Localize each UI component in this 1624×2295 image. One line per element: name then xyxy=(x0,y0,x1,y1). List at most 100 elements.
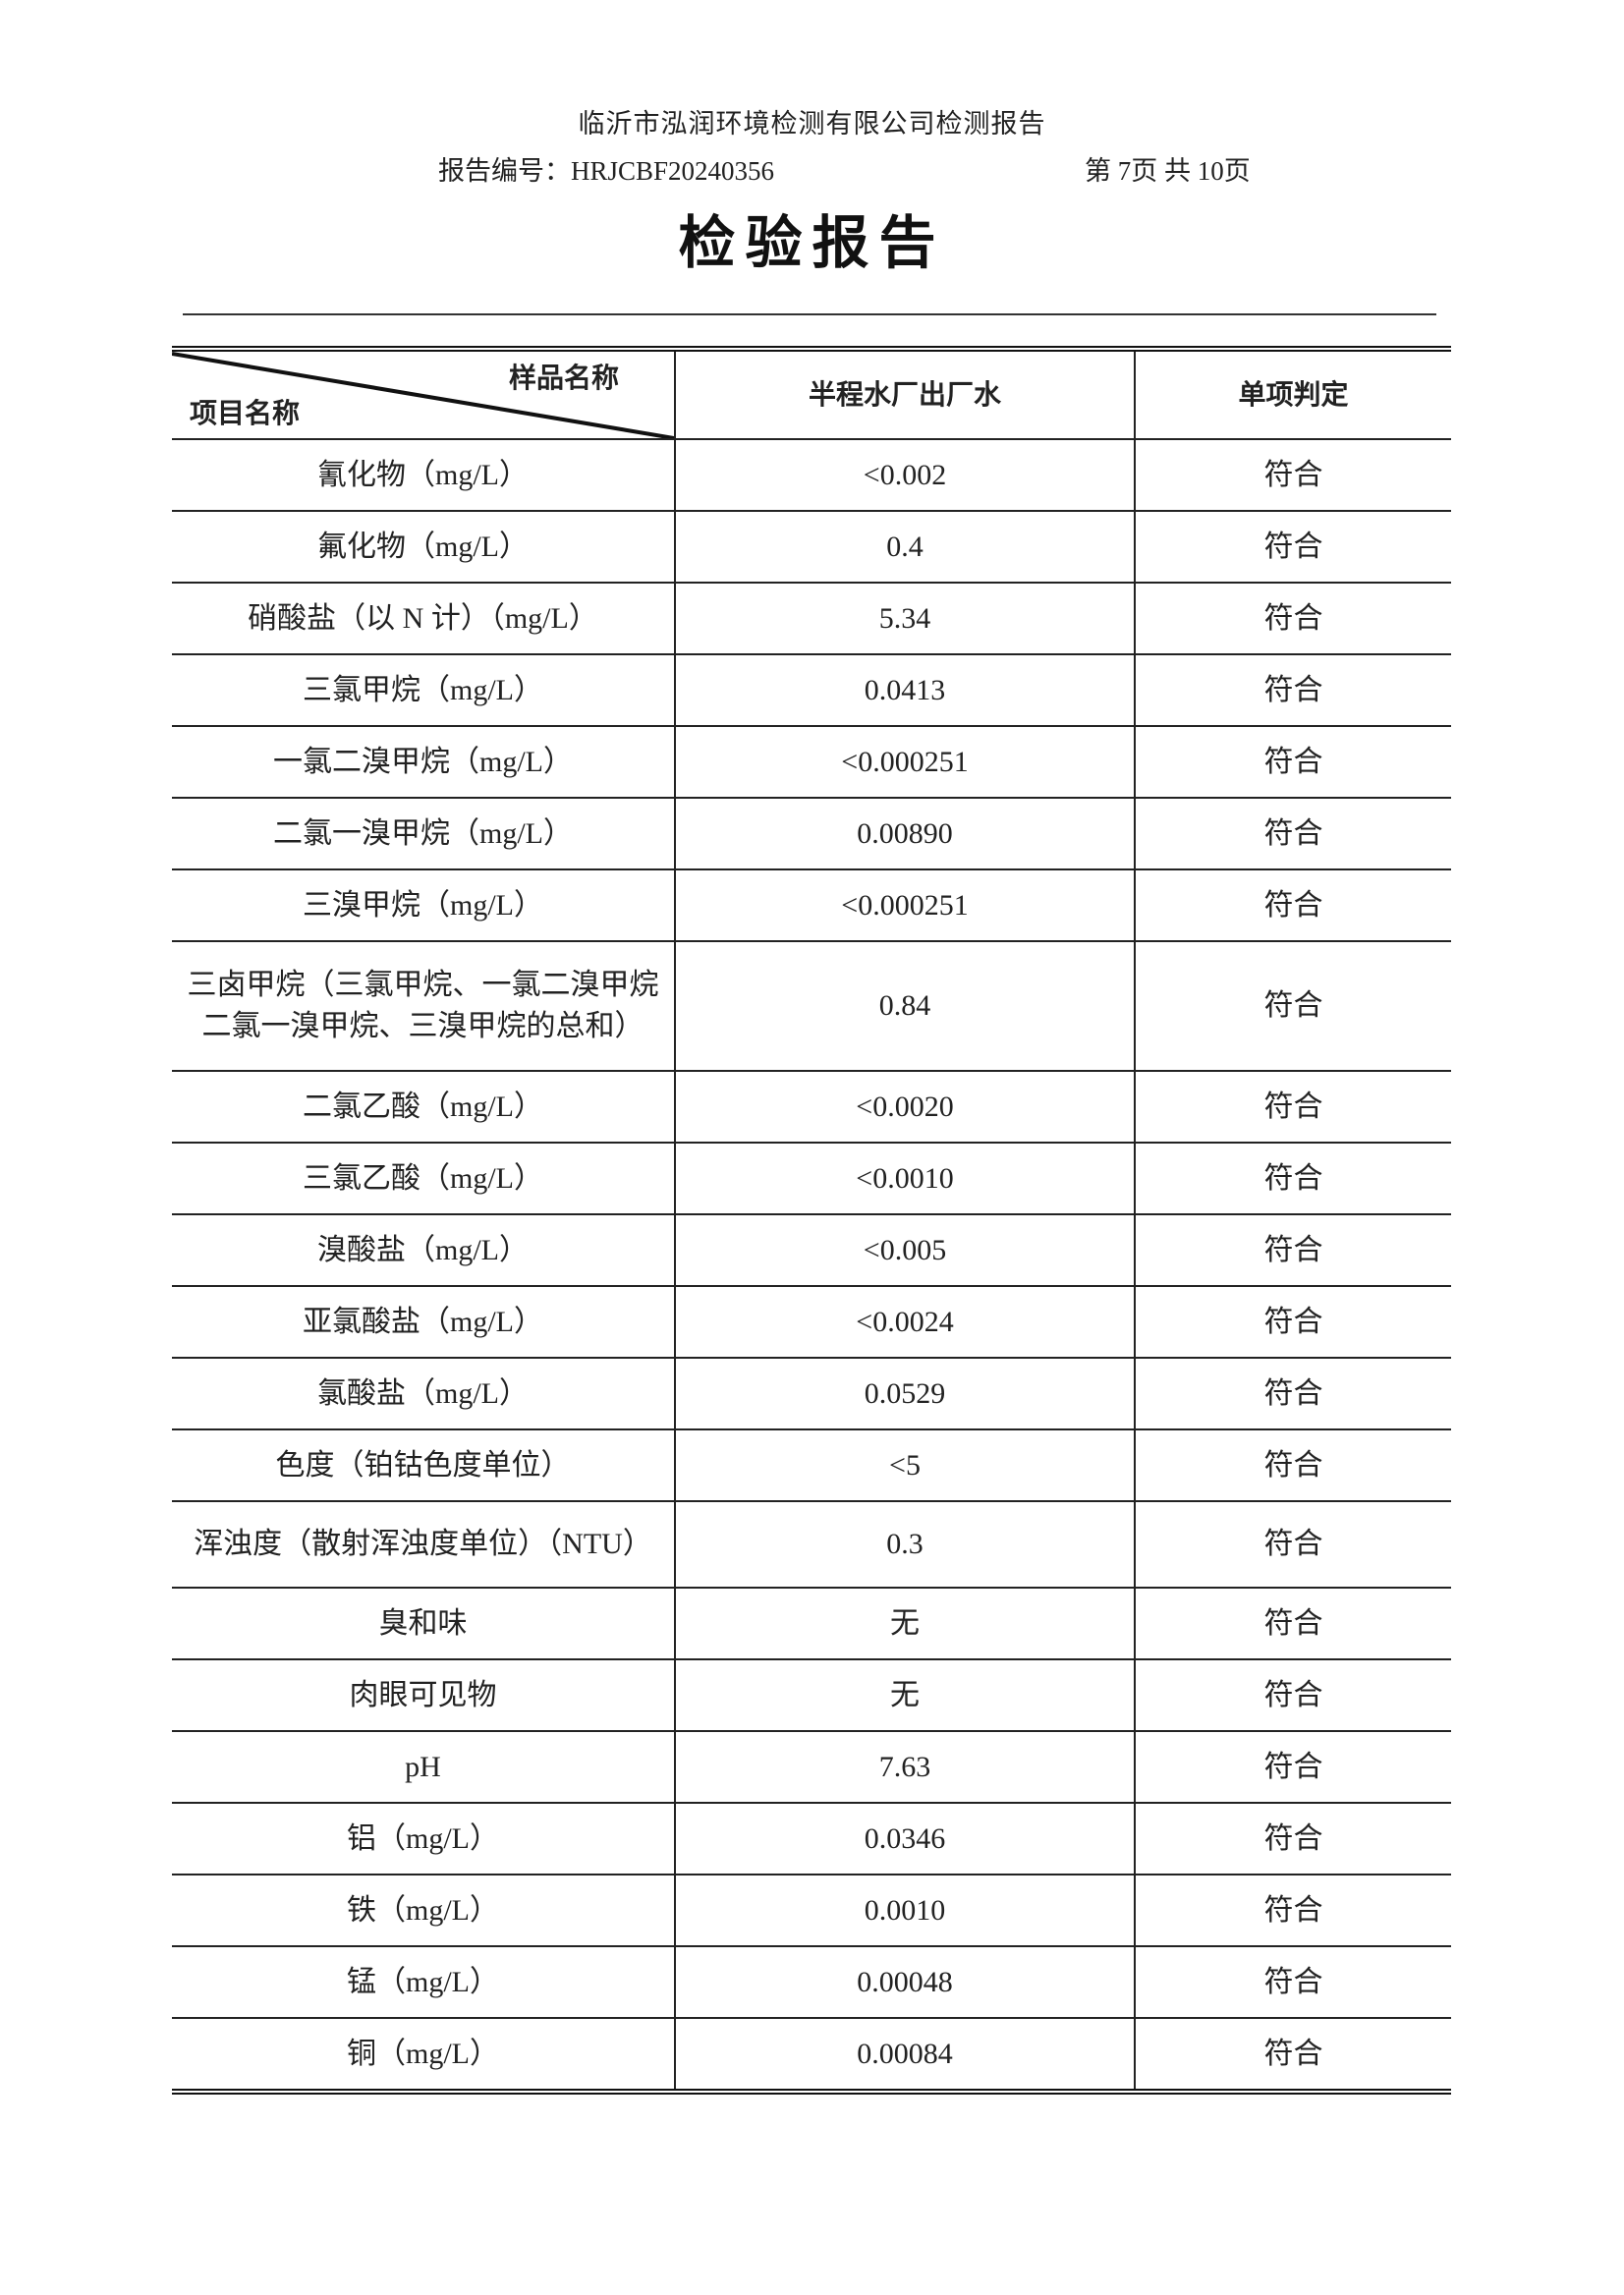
value-cell: <0.002 xyxy=(674,439,1135,512)
value-cell: 7.63 xyxy=(674,1731,1135,1804)
table-row: 溴酸盐（mg/L） <0.005 符合 xyxy=(172,1214,1451,1287)
value-cell: 无 xyxy=(674,1588,1135,1660)
judgement-cell: 符合 xyxy=(1134,511,1451,584)
page-title: 检验报告 xyxy=(678,209,946,276)
table-row: 三溴甲烷（mg/L） <0.000251 符合 xyxy=(172,869,1451,942)
table-row: 三卤甲烷（三氯甲烷、一氯二溴甲烷二氯一溴甲烷、三溴甲烷的总和） 0.84 符合 xyxy=(172,941,1451,1072)
judgement-cell: 符合 xyxy=(1134,1143,1451,1215)
item-name-cell: 氟化物（mg/L） xyxy=(172,511,675,584)
value-cell: 0.00084 xyxy=(674,2018,1135,2093)
judgement-cell: 符合 xyxy=(1134,1501,1451,1589)
table-row: 浑浊度（散射浑浊度单位）（NTU） 0.3 符合 xyxy=(172,1501,1451,1589)
table-row: 肉眼可见物无符合 xyxy=(172,1659,1451,1732)
value-cell: 0.0346 xyxy=(674,1803,1135,1875)
value-cell: 0.4 xyxy=(674,511,1135,584)
table-row: 二氯乙酸（mg/L） <0.0020 符合 xyxy=(172,1071,1451,1144)
table-row: 色度（铂钴色度单位） <5 符合 xyxy=(172,1429,1451,1502)
table-row: 臭和味无符合 xyxy=(172,1588,1451,1660)
table-row: pH 7.63 符合 xyxy=(172,1731,1451,1804)
judgement-cell: 符合 xyxy=(1134,869,1451,942)
judgement-cell: 符合 xyxy=(1134,1731,1451,1804)
results-table: 样品名称 项目名称 半程水厂出厂水 单项判定 氰化物（mg/L） <0.002 符合… xyxy=(172,346,1451,2095)
item-name-cell: 三卤甲烷（三氯甲烷、一氯二溴甲烷二氯一溴甲烷、三溴甲烷的总和） xyxy=(172,941,675,1072)
judgement-cell: 符合 xyxy=(1134,1875,1451,1947)
judgement-cell: 符合 xyxy=(1134,583,1451,655)
value-cell: <0.0010 xyxy=(674,1143,1135,1215)
table-row: 三氯甲烷（mg/L） 0.0413 符合 xyxy=(172,654,1451,727)
item-name-cell: 臭和味 xyxy=(172,1588,675,1660)
value-cell: 5.34 xyxy=(674,583,1135,655)
item-name-cell: 亚氯酸盐（mg/L） xyxy=(172,1286,675,1359)
judgement-cell: 符合 xyxy=(1134,1659,1451,1732)
value-cell: 0.00048 xyxy=(674,1946,1135,2019)
item-name-cell: 三氯甲烷（mg/L） xyxy=(172,654,675,727)
item-name-cell: 硝酸盐（以 N 计）（mg/L） xyxy=(172,583,675,655)
value-cell: <0.000251 xyxy=(674,726,1135,799)
value-cell: 0.0010 xyxy=(674,1875,1135,1947)
table-row: 硝酸盐（以 N 计）（mg/L） 5.34 符合 xyxy=(172,583,1451,655)
table-row: 氟化物（mg/L） 0.4 符合 xyxy=(172,511,1451,584)
item-name-cell: 肉眼可见物 xyxy=(172,1659,675,1732)
value-cell: 无 xyxy=(674,1659,1135,1732)
corner-item-label: 项目名称 xyxy=(190,397,301,429)
item-name-cell: 浑浊度（散射浑浊度单位）（NTU） xyxy=(172,1501,675,1589)
item-name-cell: pH xyxy=(172,1731,675,1804)
table-row: 一氯二溴甲烷（mg/L） <0.000251 符合 xyxy=(172,726,1451,799)
value-cell: <0.005 xyxy=(674,1214,1135,1287)
company-heading: 临沂市泓润环境检测有限公司检测报告 xyxy=(578,109,1046,139)
value-cell: <0.000251 xyxy=(674,869,1135,942)
item-name-cell: 铝（mg/L） xyxy=(172,1803,675,1875)
judgement-cell: 符合 xyxy=(1134,1588,1451,1660)
diagonal-line xyxy=(172,352,674,438)
item-name-cell: 溴酸盐（mg/L） xyxy=(172,1214,675,1287)
value-cell: <0.0024 xyxy=(674,1286,1135,1359)
table-row: 锰（mg/L） 0.00048 符合 xyxy=(172,1946,1451,2019)
table-row: 氰化物（mg/L） <0.002 符合 xyxy=(172,439,1451,512)
divider xyxy=(183,313,1436,315)
judgement-cell: 符合 xyxy=(1134,1946,1451,2019)
column-header-judgement: 单项判定 xyxy=(1134,349,1451,440)
table-row: 铝（mg/L） 0.0346 符合 xyxy=(172,1803,1451,1875)
value-cell: 0.00890 xyxy=(674,798,1135,870)
value-cell: 0.84 xyxy=(674,941,1135,1072)
judgement-cell: 符合 xyxy=(1134,654,1451,727)
item-name-cell: 氰化物（mg/L） xyxy=(172,439,675,512)
report-number: 报告编号：HRJCBF20240356 xyxy=(438,156,775,186)
item-name-cell: 铜（mg/L） xyxy=(172,2018,675,2093)
item-name-cell: 三溴甲烷（mg/L） xyxy=(172,869,675,942)
value-cell: 0.0413 xyxy=(674,654,1135,727)
value-cell: 0.3 xyxy=(674,1501,1135,1589)
judgement-cell: 符合 xyxy=(1134,1803,1451,1875)
judgement-cell: 符合 xyxy=(1134,1214,1451,1287)
item-name-cell: 三氯乙酸（mg/L） xyxy=(172,1143,675,1215)
table-row: 铁（mg/L） 0.0010 符合 xyxy=(172,1875,1451,1947)
table-row: 亚氯酸盐（mg/L） <0.0024 符合 xyxy=(172,1286,1451,1359)
corner-sample-label: 样品名称 xyxy=(508,362,619,394)
table-row: 二氯一溴甲烷（mg/L） 0.00890 符合 xyxy=(172,798,1451,870)
page-number: 第 7页 共 10页 xyxy=(1085,156,1251,186)
judgement-cell: 符合 xyxy=(1134,1286,1451,1359)
judgement-cell: 符合 xyxy=(1134,798,1451,870)
item-name-cell: 铁（mg/L） xyxy=(172,1875,675,1947)
item-name-cell: 氯酸盐（mg/L） xyxy=(172,1358,675,1430)
judgement-cell: 符合 xyxy=(1134,2018,1451,2093)
table-row: 铜（mg/L） 0.00084 符合 xyxy=(172,2018,1451,2093)
judgement-cell: 符合 xyxy=(1134,1429,1451,1502)
judgement-cell: 符合 xyxy=(1134,726,1451,799)
value-cell: <0.0020 xyxy=(674,1071,1135,1144)
judgement-cell: 符合 xyxy=(1134,1358,1451,1430)
item-name-cell: 色度（铂钴色度单位） xyxy=(172,1429,675,1502)
judgement-cell: 符合 xyxy=(1134,941,1451,1072)
value-cell: <5 xyxy=(674,1429,1135,1502)
item-name-cell: 一氯二溴甲烷（mg/L） xyxy=(172,726,675,799)
item-name-cell: 锰（mg/L） xyxy=(172,1946,675,2019)
value-cell: 0.0529 xyxy=(674,1358,1135,1430)
item-name-cell: 二氯一溴甲烷（mg/L） xyxy=(172,798,675,870)
table-row: 氯酸盐（mg/L） 0.0529 符合 xyxy=(172,1358,1451,1430)
judgement-cell: 符合 xyxy=(1134,1071,1451,1144)
judgement-cell: 符合 xyxy=(1134,439,1451,512)
item-name-cell: 二氯乙酸（mg/L） xyxy=(172,1071,675,1144)
corner-header: 样品名称 项目名称 xyxy=(172,349,675,440)
table-row: 三氯乙酸（mg/L） <0.0010 符合 xyxy=(172,1143,1451,1215)
column-header-sample: 半程水厂出厂水 xyxy=(674,349,1135,440)
